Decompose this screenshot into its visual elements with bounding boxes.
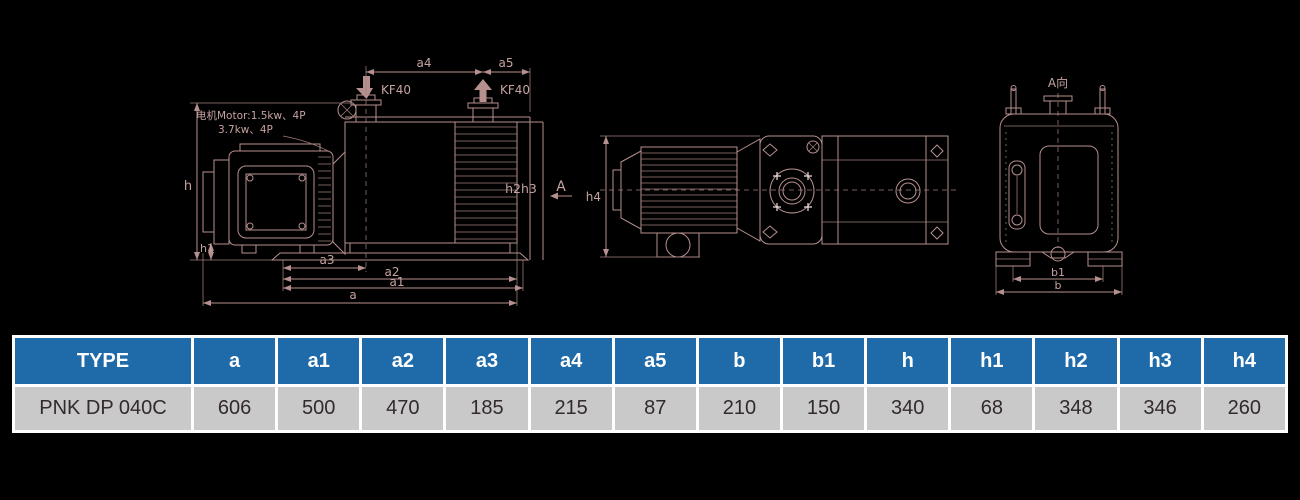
value-cell-b: 210 (698, 387, 780, 430)
model-cell: PNK DP 040C (15, 387, 191, 430)
end-view-drawing: A向 b1 b (995, 75, 1123, 295)
column-header-a2: a2 (362, 338, 444, 384)
pump-technical-drawing: KF40 KF40 a4 a5 电机Motor:1.5kw、4P 3.7kw、4… (184, 56, 1123, 306)
dim-label-a4: a4 (417, 56, 432, 70)
dim-label-b1: b1 (1051, 266, 1065, 279)
value-cell-a5: 87 (614, 387, 696, 430)
column-header-type: TYPE (15, 338, 191, 384)
value-cell-a4: 215 (530, 387, 612, 430)
value-cell-h: 340 (867, 387, 949, 430)
view-direction-label-a: A (556, 179, 566, 195)
value-cell-b1: 150 (782, 387, 865, 430)
value-cell-h1: 68 (951, 387, 1033, 430)
motor-note-line1: 电机Motor:1.5kw、4P (196, 109, 306, 122)
value-cell-h3: 346 (1119, 387, 1201, 430)
dim-label-h2h3: h2h3 (505, 181, 537, 196)
dim-label-a: a (349, 288, 356, 302)
dim-label-b: b (1055, 279, 1062, 292)
kf40-inlet-label: KF40 (381, 83, 411, 97)
column-header-h3: h3 (1119, 338, 1201, 384)
motor-note-line2: 3.7kw、4P (218, 124, 273, 136)
side-view-drawing: KF40 KF40 a4 a5 电机Motor:1.5kw、4P 3.7kw、4… (184, 56, 572, 306)
column-header-b: b (698, 338, 780, 384)
dim-label-a2: a2 (385, 265, 400, 279)
value-cell-h4: 260 (1203, 387, 1285, 430)
value-cell-a3: 185 (446, 387, 528, 430)
kf40-exhaust-label: KF40 (500, 83, 530, 97)
top-view-drawing: h4 (586, 135, 958, 258)
dim-label-h4: h4 (586, 190, 601, 204)
table-row: PNK DP 040C 606 500 470 185 215 87 210 1… (15, 387, 1285, 430)
dimension-table: TYPE a a1 a2 a3 a4 a5 b b1 h h1 h2 h3 h4… (12, 335, 1288, 433)
value-cell-h2: 348 (1035, 387, 1117, 430)
column-header-h4: h4 (1203, 338, 1285, 384)
column-header-a: a (194, 338, 276, 384)
value-cell-a1: 500 (278, 387, 360, 430)
table-header-row: TYPE a a1 a2 a3 a4 a5 b b1 h h1 h2 h3 h4 (15, 338, 1285, 384)
column-header-h: h (867, 338, 949, 384)
dim-label-h: h (184, 179, 192, 194)
dim-label-a3: a3 (320, 253, 335, 267)
dim-label-h1: h1 (200, 242, 214, 255)
column-header-h2: h2 (1035, 338, 1117, 384)
dim-label-a5: a5 (499, 56, 514, 70)
column-header-a3: a3 (446, 338, 528, 384)
dim-label-a1: a1 (390, 275, 405, 289)
column-header-a4: a4 (530, 338, 612, 384)
column-header-a1: a1 (278, 338, 360, 384)
value-cell-a2: 470 (362, 387, 444, 430)
view-a-label: A向 (1048, 75, 1068, 90)
value-cell-a: 606 (194, 387, 276, 430)
column-header-b1: b1 (782, 338, 865, 384)
column-header-a5: a5 (614, 338, 696, 384)
column-header-h1: h1 (951, 338, 1033, 384)
